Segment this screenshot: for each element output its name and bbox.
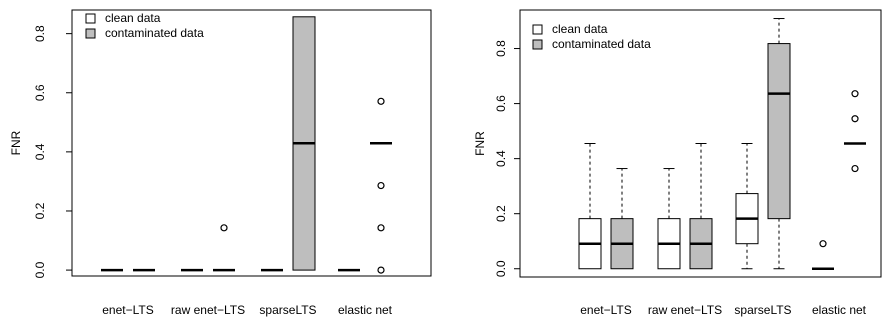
box-contaminated: [292, 16, 316, 271]
legend-swatch: [532, 24, 543, 35]
box-clean: [657, 168, 681, 270]
outlier-point: [377, 266, 385, 274]
plot-frame: [519, 9, 882, 278]
y-tick-label: 0.4: [494, 150, 508, 167]
y-tick-label: 0.0: [33, 261, 47, 278]
y-tick-label: 0.6: [33, 84, 47, 101]
outlier-point: [377, 97, 385, 105]
plot-frame: [71, 9, 432, 277]
outlier-point: [377, 224, 385, 232]
y-tick-label: 0.8: [33, 25, 47, 42]
legend-swatch: [85, 28, 96, 39]
y-tick-label: 0.2: [33, 202, 47, 219]
y-axis-title: FNR: [9, 130, 23, 155]
outlier-point: [851, 90, 859, 98]
category-label: elastic net: [338, 303, 393, 317]
legend-label: clean data: [552, 22, 608, 36]
outlier-point: [819, 240, 827, 248]
legend-label: contaminated data: [552, 37, 651, 51]
left-boxplot-panel: 0.0 0.2 0.4 0.6 0.8 FNR enet−LTS raw enet−LTS sp…: [9, 9, 432, 317]
category-label: enet−LTS: [580, 303, 631, 317]
legend-swatch: [85, 13, 96, 24]
outlier-point: [851, 164, 859, 173]
y-axis-title: FNR: [473, 131, 487, 156]
box-body: [767, 43, 791, 220]
y-tick-label: 0.0: [494, 260, 508, 277]
y-tick-label: 0.6: [494, 95, 508, 112]
box-contaminated: [689, 143, 713, 270]
box-contaminated: [213, 224, 235, 272]
box-contaminated: [767, 18, 791, 270]
right-boxplot-panel: 0.0 0.2 0.4 0.6 0.8 FNR enet−LTS raw enet−LTS sp…: [473, 9, 882, 317]
y-tick-label: 0.4: [33, 143, 47, 160]
category-label: enet−LTS: [102, 303, 153, 317]
box-clean: [735, 143, 759, 270]
box-contaminated: [844, 90, 866, 173]
category-label: raw enet−LTS: [171, 303, 245, 317]
outlier-point: [851, 115, 859, 123]
category-label: sparseLTS: [259, 303, 316, 317]
category-label: raw enet−LTS: [648, 303, 722, 317]
outlier-point: [377, 181, 385, 190]
y-tick-label: 0.2: [494, 205, 508, 222]
legend-label: contaminated data: [105, 26, 204, 40]
category-label: sparseLTS: [734, 303, 791, 317]
outlier-point: [220, 224, 228, 232]
box-clean: [578, 143, 602, 270]
y-tick-label: 0.8: [494, 40, 508, 57]
legend-swatch: [532, 39, 543, 50]
box-contaminated: [610, 168, 634, 270]
legend-label: clean data: [105, 11, 161, 25]
category-label: elastic net: [812, 303, 867, 317]
box-contaminated: [370, 97, 392, 274]
box-clean: [812, 240, 834, 270]
